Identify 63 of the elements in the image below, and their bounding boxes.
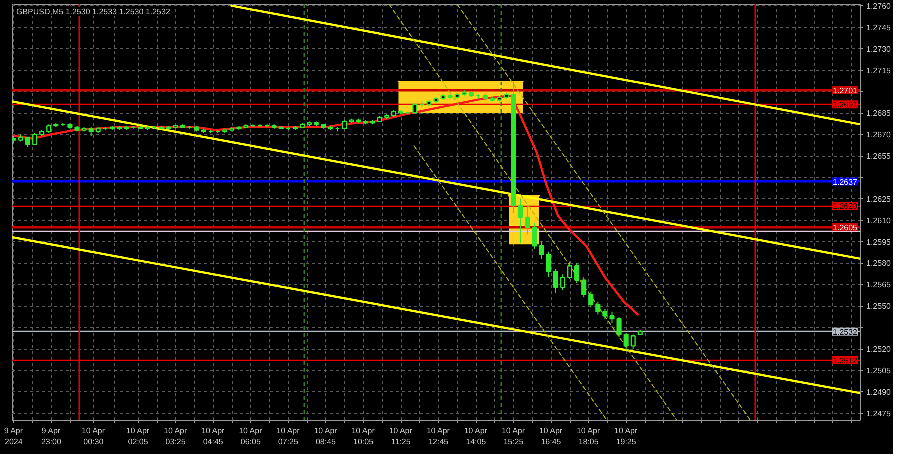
x-tick-label: 10 Apr 06:05 bbox=[239, 426, 263, 446]
y-tick-label: 1.2730 bbox=[866, 44, 892, 54]
y-tick-label: 1.2625 bbox=[866, 194, 892, 204]
candlestick bbox=[532, 222, 538, 250]
candlestick bbox=[602, 308, 608, 320]
y-tick-label: 1.2565 bbox=[866, 280, 892, 290]
x-tick-label: 10 Apr 04:45 bbox=[202, 426, 226, 446]
y-tick-label: 1.2550 bbox=[866, 302, 892, 312]
x-tick-label: 10 Apr 12:45 bbox=[426, 426, 450, 446]
candlestick bbox=[582, 277, 587, 298]
y-tick-label: 1.2610 bbox=[866, 216, 892, 226]
x-tick-label: 9 Apr 23:00 bbox=[41, 426, 62, 446]
candlestick bbox=[567, 261, 573, 280]
ref-line-label: 1.2532 bbox=[833, 328, 858, 337]
candlestick bbox=[412, 102, 418, 114]
ref-line-label: 1.2512 bbox=[833, 356, 858, 366]
ref-line-label: 1.2605 bbox=[833, 224, 858, 233]
candlestick bbox=[588, 291, 594, 308]
y-tick-label: 1.2490 bbox=[866, 388, 892, 397]
candlestick bbox=[560, 274, 566, 291]
x-tick-label: 10 Apr 16:45 bbox=[539, 426, 563, 446]
x-tick-label: 10 Apr 10:05 bbox=[352, 426, 376, 446]
candlestick bbox=[610, 311, 615, 324]
candlestick bbox=[518, 198, 524, 244]
x-tick-label: 10 Apr 18:05 bbox=[577, 426, 600, 446]
ref-line-label: 1.2620 bbox=[833, 202, 858, 212]
x-tick-label: 10 Apr 07:25 bbox=[276, 426, 300, 446]
ref-line-label: 1.2637 bbox=[833, 178, 858, 187]
ref-line-label: 1.2691 bbox=[833, 100, 858, 110]
candlestick bbox=[546, 251, 552, 278]
x-tick-label: 10 Apr 19:25 bbox=[614, 426, 638, 446]
candlestick bbox=[32, 132, 38, 146]
candlestick bbox=[624, 332, 629, 351]
x-tick-label: 10 Apr 11:25 bbox=[389, 426, 413, 446]
y-tick-label: 1.2715 bbox=[866, 66, 892, 76]
y-tick-label: 1.2745 bbox=[866, 23, 892, 32]
candlestick bbox=[630, 334, 636, 350]
x-tick-label: 10 Apr 14:05 bbox=[464, 426, 488, 446]
candlestick bbox=[616, 317, 622, 338]
x-tick-label: 9 Apr 2024 bbox=[4, 426, 24, 446]
line-series bbox=[12, 94, 640, 316]
candlestick bbox=[539, 241, 544, 260]
candlestick bbox=[553, 268, 558, 294]
candlestick bbox=[525, 206, 530, 236]
candlestick bbox=[574, 262, 580, 284]
x-tick-label: 10 Apr 03:25 bbox=[164, 426, 188, 446]
x-tick-label: 10 Apr 08:45 bbox=[314, 426, 338, 446]
y-tick-label: 1.2475 bbox=[866, 409, 892, 418]
x-tick-label: 10 Apr 00:30 bbox=[82, 426, 106, 446]
y-tick-label: 1.2760 bbox=[866, 2, 892, 11]
y-tick-label: 1.2505 bbox=[866, 366, 892, 376]
y-tick-label: 1.2595 bbox=[866, 238, 892, 247]
y-tick-label: 1.2670 bbox=[866, 130, 892, 140]
chart-title: GBPUSD,M5 1.2530 1.2533 1.2530 1.2532 bbox=[16, 8, 171, 16]
y-tick-label: 1.2685 bbox=[866, 109, 892, 118]
y-tick-label: 1.2520 bbox=[866, 345, 892, 354]
x-tick-label: 10 Apr 15:25 bbox=[502, 426, 526, 446]
candlestick bbox=[25, 136, 31, 148]
x-tick-label: 10 Apr 02:05 bbox=[126, 426, 150, 446]
y-tick-label: 1.2580 bbox=[866, 259, 892, 268]
y-tick-label: 1.2655 bbox=[866, 152, 892, 162]
candlestick bbox=[596, 301, 601, 316]
ref-line-label: 1.2701 bbox=[833, 86, 858, 96]
